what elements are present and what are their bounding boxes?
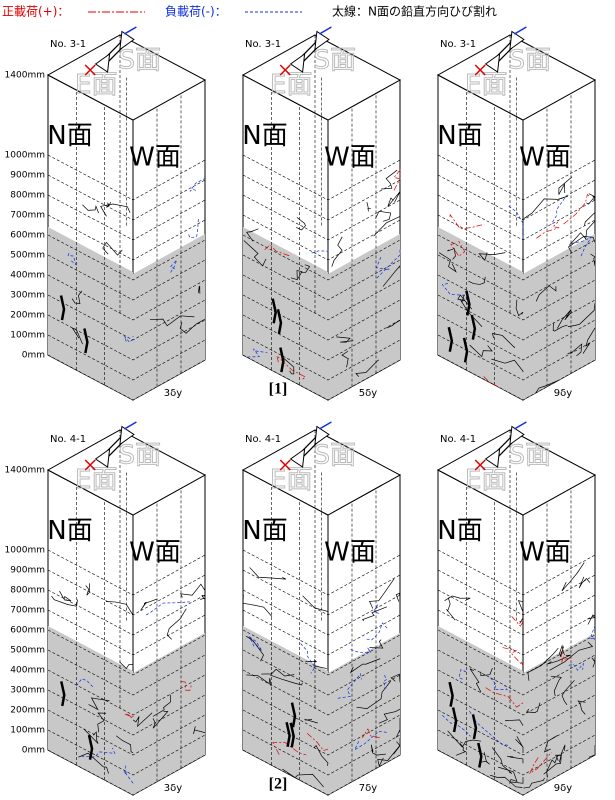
height-label: 300mm (10, 686, 45, 696)
face-label-n: N面 (47, 516, 92, 546)
specimen-name: No. 3-1 (440, 39, 476, 50)
row-label: [2] (269, 776, 288, 793)
face-label-e: E面 (270, 465, 312, 495)
height-label: 0mm (22, 351, 45, 361)
face-label-n: N面 (242, 121, 287, 151)
height-label: 1400mm (5, 71, 45, 81)
legend-positive: 正載荷(+)： (2, 5, 69, 19)
step-label: 9δy (554, 783, 572, 794)
figure: 正載荷(+)： 負載荷(-)： 太線：N面の鉛直方向ひび割れ E面S面N面W面N… (0, 0, 615, 796)
blue-mark (124, 422, 136, 429)
row-label: [1] (269, 381, 288, 398)
height-label: 500mm (10, 646, 45, 656)
height-label: 1000mm (5, 546, 45, 556)
face-label-w: W面 (324, 142, 376, 172)
blue-mark (514, 27, 526, 34)
blue-mark (124, 27, 136, 34)
legend-negative: 負載荷(-)： (165, 5, 227, 19)
step-label: 9δy (554, 388, 572, 399)
specimen-name: No. 4-1 (440, 434, 476, 445)
face-label-e: E面 (270, 70, 312, 100)
face-label-s: S面 (508, 45, 551, 75)
face-label-w: W面 (324, 537, 376, 567)
face-label-s: S面 (508, 440, 551, 470)
face-label-e: E面 (465, 70, 507, 100)
step-label: 7δy (359, 783, 377, 794)
height-label: 500mm (10, 251, 45, 261)
height-label: 700mm (10, 606, 45, 616)
height-label: 600mm (10, 231, 45, 241)
face-label-w: W面 (519, 537, 571, 567)
height-label: 1400mm (5, 466, 45, 476)
face-label-e: E面 (75, 465, 117, 495)
height-label: 800mm (10, 191, 45, 201)
face-label-w: W面 (129, 537, 181, 567)
height-label: 900mm (10, 171, 45, 181)
height-label: 0mm (22, 746, 45, 756)
height-label: 600mm (10, 626, 45, 636)
specimen-name: No. 4-1 (50, 434, 86, 445)
face-label-e: E面 (465, 465, 507, 495)
specimen: E面S面 N面 W面 No. 4-1 7δy (242, 422, 400, 795)
height-label: 700mm (10, 211, 45, 221)
height-label: 300mm (10, 291, 45, 301)
blue-mark (319, 422, 331, 429)
legend-thick: 太線：N面の鉛直方向ひび割れ (332, 4, 497, 19)
face-label-s: S面 (118, 45, 161, 75)
height-label: 100mm (10, 331, 45, 341)
face-label-n: N面 (437, 121, 482, 151)
face-label-w: W面 (519, 142, 571, 172)
face-label-s: S面 (313, 45, 356, 75)
height-label: 200mm (10, 311, 45, 321)
blue-mark (319, 27, 331, 34)
step-label: 5δy (359, 388, 377, 399)
specimen-name: No. 4-1 (245, 434, 281, 445)
height-label: 800mm (10, 586, 45, 596)
step-label: 3δy (164, 388, 182, 399)
specimen-name: No. 3-1 (50, 39, 86, 50)
height-label: 100mm (10, 726, 45, 736)
face-label-w: W面 (129, 142, 181, 172)
step-label: 3δy (164, 783, 182, 794)
face-label-n: N面 (437, 516, 482, 546)
height-label: 400mm (10, 271, 45, 281)
face-label-s: S面 (118, 440, 161, 470)
blue-mark (514, 422, 526, 429)
face-label-e: E面 (75, 70, 117, 100)
height-label: 900mm (10, 566, 45, 576)
height-label: 400mm (10, 666, 45, 676)
specimen-name: No. 3-1 (245, 39, 281, 50)
height-label: 200mm (10, 706, 45, 716)
face-label-n: N面 (47, 121, 92, 151)
height-label: 1000mm (5, 151, 45, 161)
face-label-s: S面 (313, 440, 356, 470)
face-label-n: N面 (242, 516, 287, 546)
